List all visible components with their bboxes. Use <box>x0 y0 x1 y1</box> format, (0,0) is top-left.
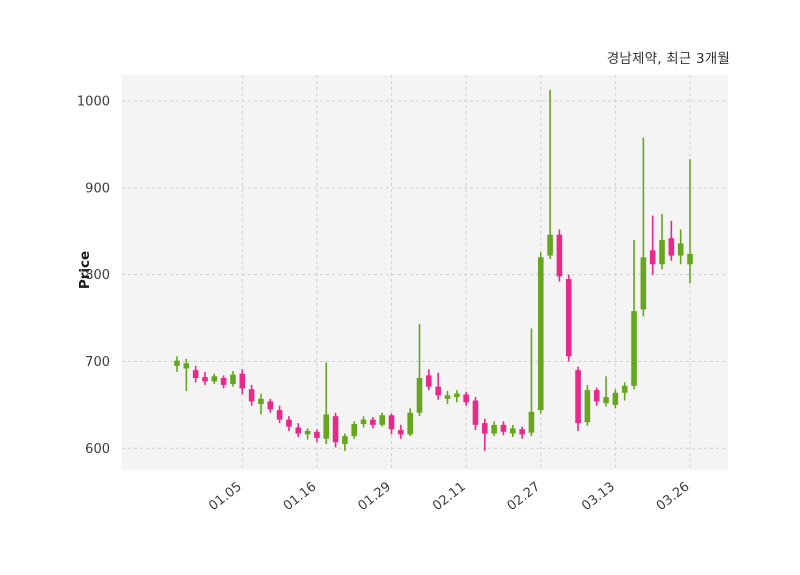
candle-body <box>174 360 180 366</box>
y-tick-label: 800 <box>85 268 110 283</box>
candle-body <box>640 257 647 310</box>
candle-body <box>621 385 628 393</box>
candle-body <box>202 377 208 382</box>
candle-body <box>370 419 376 425</box>
candle-body <box>398 430 404 435</box>
candle-body <box>603 397 609 404</box>
candle-body <box>659 239 665 265</box>
candle-body <box>351 423 358 437</box>
x-tick-label: 03.13 <box>579 479 618 514</box>
candle-body <box>593 390 600 402</box>
candle-body <box>267 401 274 410</box>
candle-body <box>472 400 479 425</box>
candle-body <box>323 414 330 439</box>
candle-body <box>304 430 311 435</box>
y-tick-label: 600 <box>85 442 110 457</box>
candle-body <box>332 416 339 443</box>
candle-body <box>286 419 292 427</box>
y-tick-label: 700 <box>85 355 110 370</box>
candle-body <box>407 412 413 435</box>
x-tick-label: 01.16 <box>281 479 320 514</box>
candle-body <box>258 398 264 405</box>
candle-body <box>192 370 199 378</box>
plot-background <box>122 75 728 470</box>
candle-body <box>631 311 637 386</box>
x-tick-label: 02.27 <box>505 479 544 514</box>
candle-body <box>444 395 451 399</box>
candle-body <box>342 436 348 444</box>
x-tick-label: 01.29 <box>355 479 394 514</box>
candle-body <box>612 392 619 405</box>
candle-body <box>491 424 497 434</box>
candle-body <box>276 410 283 420</box>
x-tick-label: 03.26 <box>654 479 693 514</box>
candle-body <box>584 390 591 423</box>
candle-body <box>649 250 656 265</box>
candle-body <box>360 419 367 424</box>
candle-body <box>547 234 553 256</box>
y-tick-label: 1000 <box>77 95 110 110</box>
candle-body <box>556 234 563 277</box>
candle-body <box>230 374 236 385</box>
candle-body <box>426 375 432 387</box>
candle-body <box>687 253 693 265</box>
candle-body <box>314 431 320 438</box>
candle-body <box>500 424 507 432</box>
candle-body <box>677 243 684 256</box>
x-tick-label: 01.05 <box>206 479 245 514</box>
candle-body <box>416 377 423 413</box>
candle-body <box>519 429 525 435</box>
candle-body <box>565 279 572 357</box>
candle-body <box>668 238 675 256</box>
y-axis-label: Price <box>77 250 94 290</box>
candle-body <box>575 370 581 424</box>
candle-body <box>220 377 227 385</box>
candle-body <box>509 428 516 434</box>
candle-body <box>211 376 218 382</box>
candle-body <box>528 411 535 433</box>
candle-body <box>295 427 302 434</box>
candle-body <box>463 394 469 403</box>
candle-body <box>239 373 246 389</box>
candle-body <box>537 257 544 411</box>
x-tick-label: 02.11 <box>430 479 469 514</box>
candle-body <box>482 423 488 434</box>
candle-body <box>435 386 441 396</box>
candle-body <box>379 415 385 425</box>
candle-body <box>454 393 460 398</box>
chart-title: 경남제약, 최근 3개월 <box>606 51 730 67</box>
y-tick-label: 900 <box>85 181 110 196</box>
candle-body <box>248 389 255 402</box>
candle-body <box>183 363 190 369</box>
candle-body <box>388 415 395 430</box>
